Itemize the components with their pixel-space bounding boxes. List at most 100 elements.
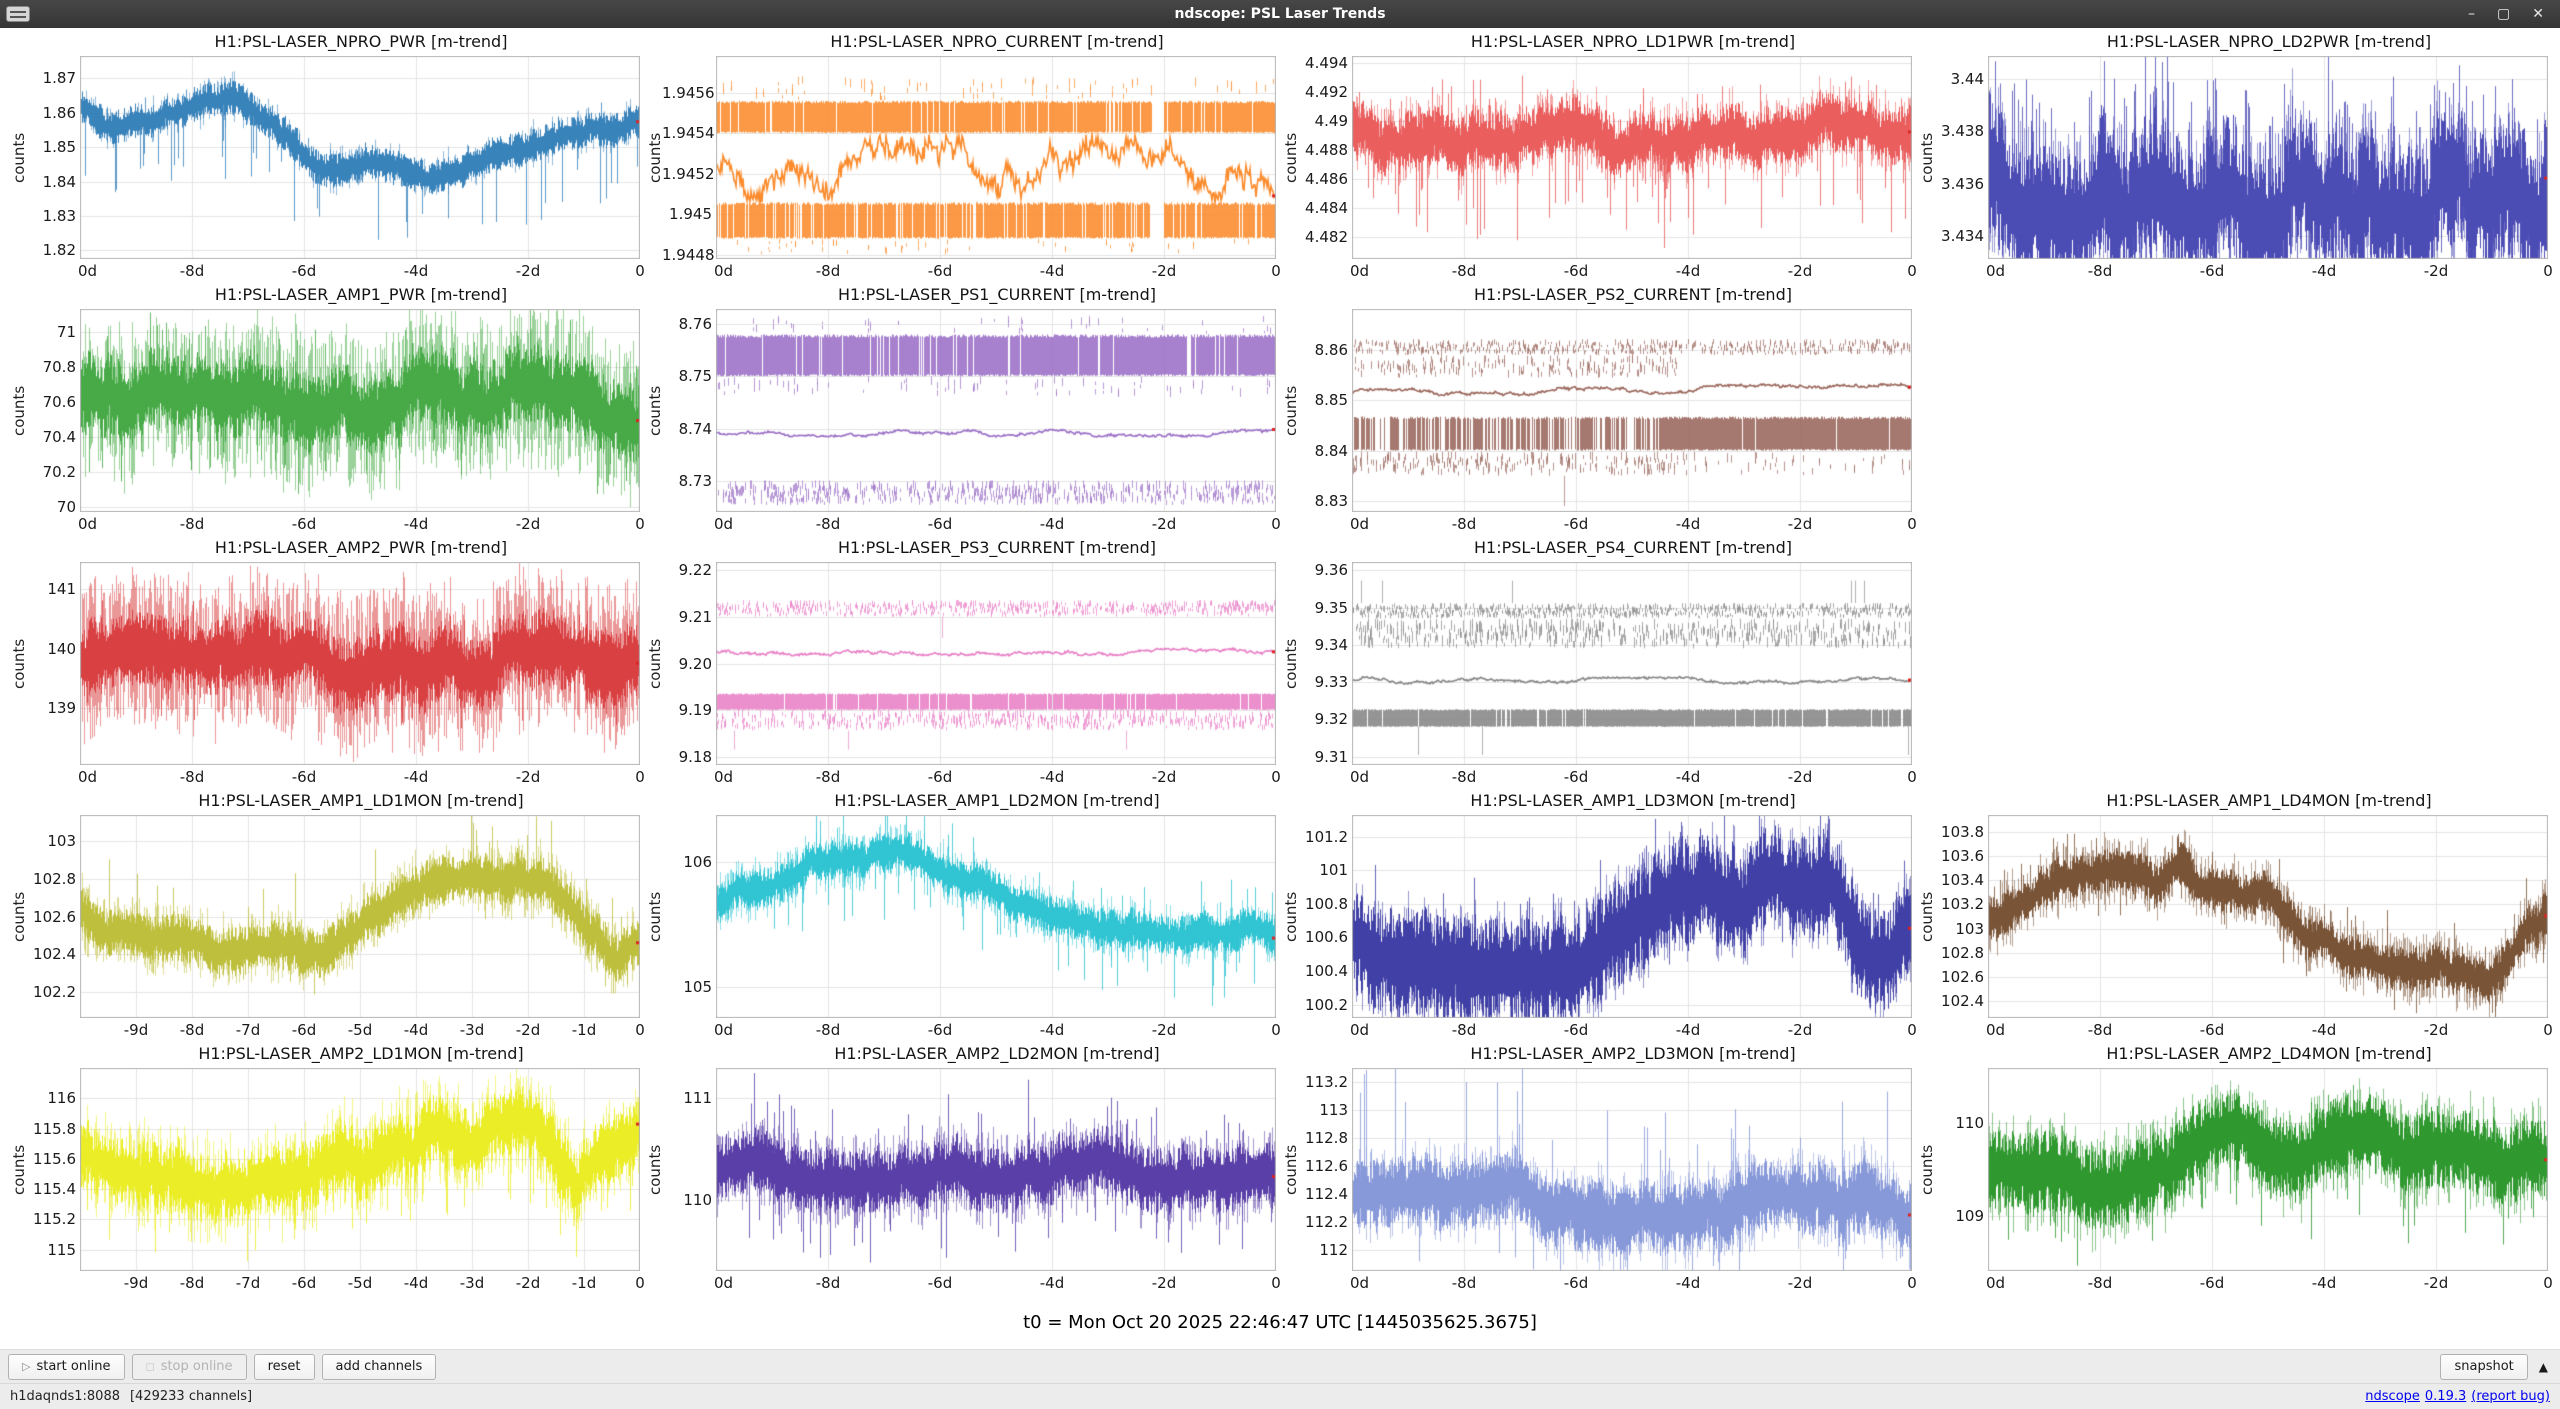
add-channels-button[interactable]: add channels — [321, 1353, 437, 1380]
x-tick-label: -4d — [1039, 1021, 1065, 1039]
x-tick-label: 0 — [2543, 262, 2553, 280]
start-online-button[interactable]: ▷ start online — [8, 1353, 125, 1380]
y-tick-label: 9.18 — [678, 747, 712, 766]
window-title: ndscope: PSL Laser Trends — [1174, 6, 1386, 22]
plot-panel: H1:PSL-LASER_AMP2_LD3MON [m-trend] counts… — [1282, 1042, 1918, 1295]
plot-canvas[interactable] — [80, 815, 640, 1018]
plot-canvas[interactable] — [80, 562, 640, 765]
y-tick-label: 100.6 — [1305, 928, 1348, 947]
y-tick-label: 101 — [1319, 861, 1348, 880]
x-tick-label: -2d — [1787, 515, 1813, 533]
y-tick-label: 3.438 — [1941, 122, 1984, 141]
x-tick-label: 0d — [1350, 768, 1370, 786]
x-tick-label: -7d — [235, 1021, 261, 1039]
plot-grid: H1:PSL-LASER_NPRO_PWR [m-trend] counts 1.8… — [10, 30, 2554, 1295]
report-bug-link[interactable]: (report bug) — [2471, 1389, 2550, 1404]
plot-canvas[interactable] — [80, 1068, 640, 1271]
close-button[interactable]: ✕ — [2532, 6, 2544, 22]
y-tick-label: 9.20 — [678, 654, 712, 673]
version-link[interactable]: 0.19.3 — [2424, 1389, 2467, 1404]
x-tick-label: 0d — [1986, 262, 2006, 280]
x-tick-label: -2d — [1151, 768, 1177, 786]
x-tick-label: 0d — [1350, 515, 1370, 533]
x-tick-label: -4d — [2311, 1274, 2337, 1292]
plot-panel: H1:PSL-LASER_PS3_CURRENT [m-trend] counts… — [646, 536, 1282, 789]
x-tick-label: -6d — [291, 515, 317, 533]
stop-icon: ◻ — [145, 1360, 155, 1373]
x-tick-label: -4d — [2311, 1021, 2337, 1039]
plot-canvas[interactable] — [1352, 562, 1912, 765]
minimize-button[interactable]: – — [2468, 6, 2476, 22]
x-tick-label: -6d — [927, 515, 953, 533]
x-tick-label: -6d — [291, 768, 317, 786]
plot-title: H1:PSL-LASER_AMP2_PWR [m-trend] — [214, 538, 508, 557]
plot-canvas[interactable] — [716, 56, 1276, 259]
plot-canvas[interactable] — [1988, 815, 2548, 1018]
y-tick-label: 1.9454 — [662, 124, 715, 143]
y-tick-label: 110 — [683, 1190, 712, 1209]
plot-canvas[interactable] — [716, 309, 1276, 512]
y-tick-label: 70.2 — [42, 462, 76, 481]
stop-online-button[interactable]: ◻ stop online — [131, 1353, 247, 1380]
plot-canvas[interactable] — [1352, 1068, 1912, 1271]
y-tick-label: 70.4 — [42, 427, 76, 446]
plot-canvas[interactable] — [80, 56, 640, 259]
maximize-button[interactable]: ▢ — [2497, 6, 2511, 22]
x-tick-label: -2d — [515, 515, 541, 533]
plot-panel: H1:PSL-LASER_AMP1_LD1MON [m-trend] counts… — [10, 789, 646, 1042]
y-tick-label: 103.2 — [1941, 895, 1984, 914]
y-tick-label: 4.49 — [1314, 112, 1348, 131]
y-tick-label: 8.73 — [678, 472, 712, 491]
plot-canvas[interactable] — [716, 562, 1276, 765]
plot-canvas[interactable] — [1352, 56, 1912, 259]
x-tick-label: -4d — [403, 515, 429, 533]
ndscope-link[interactable]: ndscope — [2365, 1389, 2420, 1404]
plot-title: H1:PSL-LASER_NPRO_CURRENT [m-trend] — [830, 32, 1164, 51]
y-tick-label: 100.4 — [1305, 962, 1348, 981]
x-tick-label: -4d — [403, 1274, 429, 1292]
y-tick-label: 1.84 — [42, 172, 76, 191]
plot-title: H1:PSL-LASER_NPRO_LD2PWR [m-trend] — [2106, 32, 2432, 51]
reset-button[interactable]: reset — [253, 1353, 315, 1380]
x-tick-label: -8d — [1451, 1021, 1477, 1039]
y-tick-label: 102.4 — [33, 945, 76, 964]
x-tick-label: -2d — [1151, 1021, 1177, 1039]
plot-canvas[interactable] — [1988, 1068, 2548, 1271]
x-tick-label: -8d — [179, 1021, 205, 1039]
x-tick-label: -4d — [403, 768, 429, 786]
x-tick-label: 0 — [635, 262, 645, 280]
y-tick-label: 115.4 — [33, 1180, 76, 1199]
y-tick-label: 106 — [683, 853, 712, 872]
plot-canvas[interactable] — [80, 309, 640, 512]
plot-title: H1:PSL-LASER_AMP2_LD3MON [m-trend] — [1470, 1044, 1796, 1063]
window-menu-icon[interactable] — [6, 6, 30, 22]
plot-title: H1:PSL-LASER_NPRO_PWR [m-trend] — [214, 32, 508, 51]
snapshot-button[interactable]: snapshot — [2440, 1353, 2528, 1380]
y-tick-label: 9.33 — [1314, 673, 1348, 692]
x-tick-label: 0 — [635, 768, 645, 786]
plot-canvas[interactable] — [1352, 815, 1912, 1018]
x-tick-label: 0 — [1907, 515, 1917, 533]
plot-canvas[interactable] — [1352, 309, 1912, 512]
x-tick-label: -4d — [1675, 515, 1701, 533]
x-tick-label: 0 — [1907, 262, 1917, 280]
plot-title: H1:PSL-LASER_AMP1_PWR [m-trend] — [214, 285, 508, 304]
y-tick-label: 112.6 — [1305, 1157, 1348, 1175]
x-tick-label: 0 — [635, 1274, 645, 1292]
x-tick-label: -1d — [571, 1274, 597, 1292]
plot-panel: H1:PSL-LASER_AMP1_LD4MON [m-trend] counts… — [1918, 789, 2554, 1042]
y-tick-label: 102.2 — [33, 982, 76, 1001]
plot-canvas[interactable] — [716, 1068, 1276, 1271]
y-tick-label: 8.83 — [1314, 491, 1348, 510]
x-tick-label: 0d — [1350, 262, 1370, 280]
x-tick-label: 0d — [714, 1021, 734, 1039]
x-tick-label: -4d — [1039, 262, 1065, 280]
plot-canvas[interactable] — [716, 815, 1276, 1018]
x-tick-label: -4d — [403, 1021, 429, 1039]
x-tick-label: -8d — [179, 262, 205, 280]
y-tick-label: 4.494 — [1305, 54, 1348, 73]
x-tick-label: -6d — [291, 262, 317, 280]
plot-canvas[interactable] — [1988, 56, 2548, 259]
expand-triangle-icon[interactable]: ▲ — [2538, 1359, 2548, 1374]
x-tick-label: 0 — [2543, 1274, 2553, 1292]
